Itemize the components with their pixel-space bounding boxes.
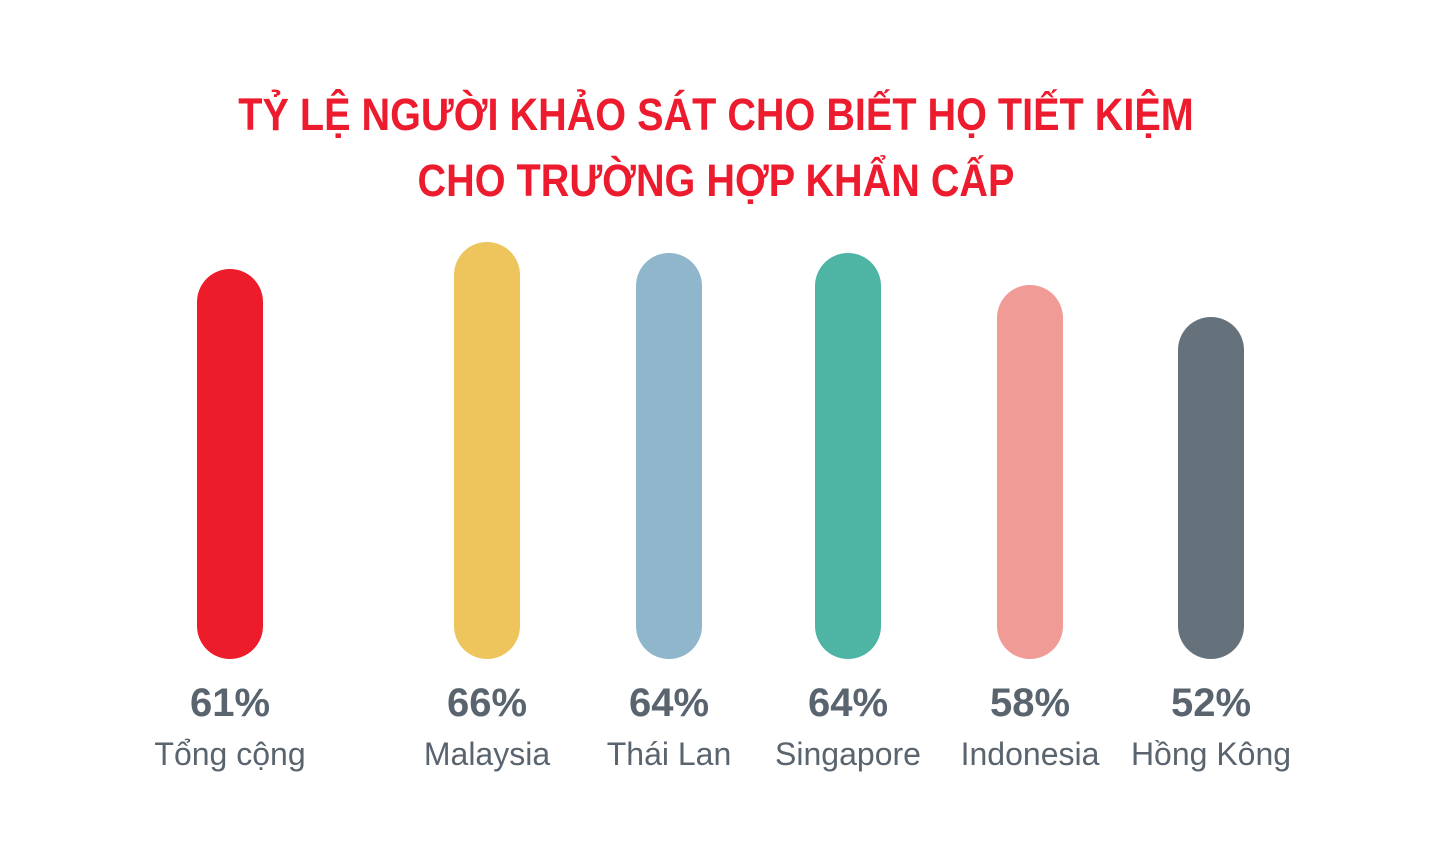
chart-title-line-1: TỶ LỆ NGƯỜI KHẢO SÁT CHO BIẾT HỌ TIẾT KI… xyxy=(238,89,1194,140)
bar-indonesia xyxy=(997,285,1063,659)
bar-value-label: 64% xyxy=(628,681,710,725)
bar-hong-kong xyxy=(1178,317,1244,659)
bar-value-label: 64% xyxy=(807,681,889,725)
chart-title-line-2: CHO TRƯỜNG HỢP KHẨN CẤP xyxy=(417,155,1015,206)
bar-thai-lan xyxy=(636,253,702,659)
bar-malaysia xyxy=(454,242,520,659)
bar-category-label: Malaysia xyxy=(423,736,551,772)
bar-tong-cong xyxy=(197,269,263,659)
bar-value-label: 66% xyxy=(446,681,528,725)
bar-value-label: 61% xyxy=(189,681,271,725)
bar-value-label: 52% xyxy=(1170,681,1252,725)
bar-category-label: Thái Lan xyxy=(606,736,732,772)
bar-category-label: Singapore xyxy=(775,736,921,772)
bar-category-label: Indonesia xyxy=(960,736,1100,772)
bar-singapore xyxy=(815,253,881,659)
bar-value-label: 58% xyxy=(989,681,1071,725)
bar-category-label: Hồng Kông xyxy=(1130,736,1292,772)
chart-title: TỶ LỆ NGƯỜI KHẢO SÁT CHO BIẾT HỌ TIẾT KI… xyxy=(86,82,1346,214)
bar-category-label: Tổng cộng xyxy=(154,736,306,772)
